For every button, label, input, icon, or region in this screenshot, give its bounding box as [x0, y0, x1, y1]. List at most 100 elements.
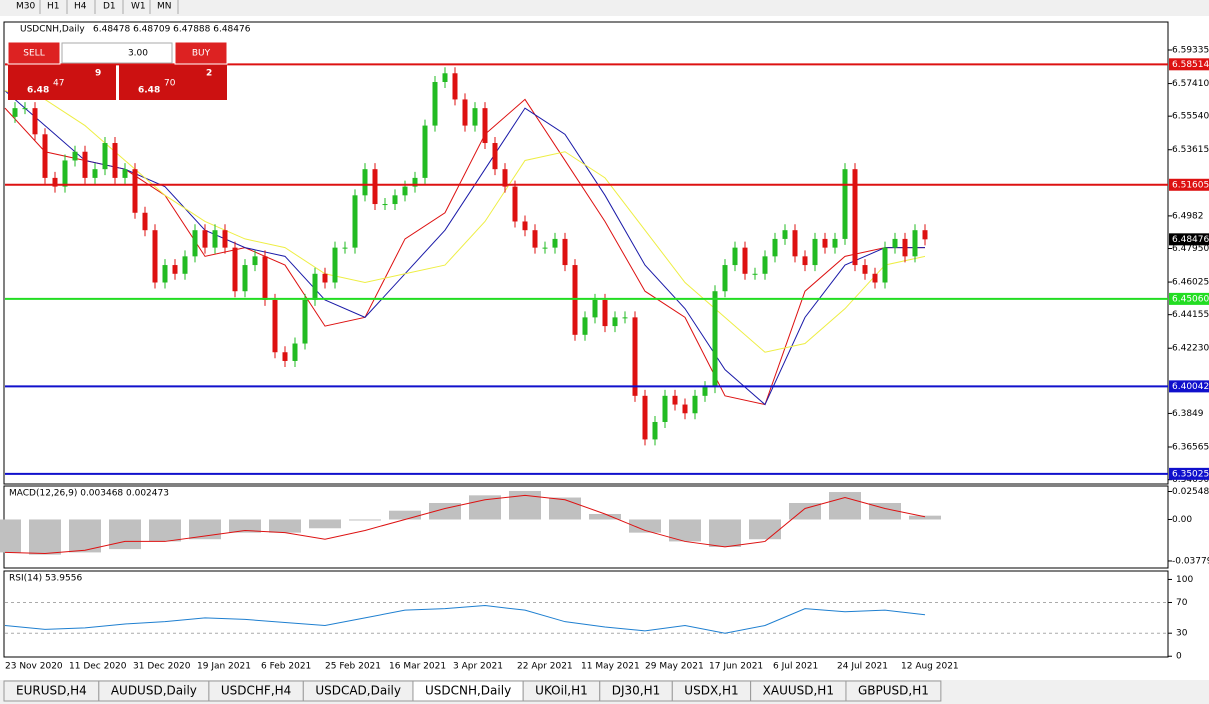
y-tick-label: 6.59335 — [1172, 46, 1209, 56]
candle — [742, 247, 748, 274]
ask-prefix: 6.48 — [138, 86, 160, 96]
macd-bar — [709, 519, 741, 547]
candle — [422, 125, 428, 178]
current-price-label: 6.48476 — [1172, 235, 1209, 245]
macd-bar — [69, 519, 101, 553]
macd-bar — [829, 492, 861, 520]
chart-tab-label[interactable]: DJ30,H1 — [612, 684, 661, 698]
rsi-title: RSI(14) 53.9556 — [9, 574, 82, 584]
y-tick-label: 6.4982 — [1172, 211, 1204, 221]
candle — [722, 265, 728, 292]
chart-tab-label[interactable]: UKOil,H1 — [535, 684, 588, 698]
level-price-label: 6.35025 — [1172, 469, 1209, 479]
candle — [702, 387, 708, 396]
y-tick-label: 6.55540 — [1172, 112, 1209, 122]
y-tick-label: 30 — [1176, 629, 1188, 639]
candle — [652, 421, 658, 440]
macd-bar — [869, 503, 901, 520]
ohlc: 6.48478 6.48709 6.47888 6.48476 — [93, 25, 251, 35]
x-tick-label: 6 Feb 2021 — [261, 662, 311, 672]
candle — [532, 230, 538, 248]
sell-label[interactable]: SELL — [23, 49, 44, 59]
chart-tab-label[interactable]: USDCHF,H4 — [221, 684, 291, 698]
candle — [42, 134, 48, 178]
y-tick-label: -0.037797 — [1172, 556, 1209, 566]
macd-bar — [389, 510, 421, 520]
candle — [892, 238, 898, 248]
macd-bar — [309, 519, 341, 529]
timeframe-button[interactable]: M30 — [16, 2, 35, 12]
candle — [842, 169, 848, 239]
toolbar — [0, 0, 1209, 16]
candle — [272, 299, 278, 353]
candle — [602, 299, 608, 327]
candle — [662, 395, 668, 422]
chart-tab-label[interactable]: USDX,H1 — [684, 684, 738, 698]
candle — [332, 247, 338, 283]
macd-bar — [669, 519, 701, 542]
candle — [732, 247, 738, 266]
candle — [222, 230, 228, 248]
sell-button[interactable] — [7, 41, 61, 65]
candle — [562, 238, 568, 266]
y-tick-label: 0.025485 — [1172, 487, 1209, 497]
bid-box[interactable] — [8, 65, 116, 100]
chart-tab-label[interactable]: USDCAD,Daily — [315, 684, 401, 698]
lot-value[interactable]: 3.00 — [128, 49, 148, 59]
candle — [72, 151, 78, 161]
ask-sup: 2 — [206, 69, 212, 79]
chart-tab-label[interactable]: GBPUSD,H1 — [858, 684, 929, 698]
candle — [582, 317, 588, 335]
candle — [282, 352, 288, 361]
current-price-box — [1169, 233, 1209, 246]
candle — [612, 317, 618, 327]
candle — [572, 265, 578, 335]
candle — [672, 395, 678, 405]
candle — [492, 143, 498, 170]
macd-bar — [149, 519, 181, 542]
timeframe-button[interactable]: W1 — [131, 2, 146, 12]
candle — [502, 169, 508, 187]
buy-button[interactable] — [174, 41, 228, 65]
bid-prefix: 6.48 — [27, 86, 49, 96]
bid-big: 47 — [53, 79, 64, 89]
candle — [322, 273, 328, 283]
candle — [342, 247, 348, 249]
chart-tab[interactable] — [845, 680, 942, 702]
y-tick-label: 70 — [1176, 598, 1188, 608]
candle — [912, 230, 918, 257]
lot-input[interactable] — [61, 42, 173, 64]
chart-tab-label[interactable]: AUDUSD,Daily — [111, 684, 197, 698]
buy-label[interactable]: BUY — [192, 49, 211, 59]
candle — [792, 230, 798, 257]
candle — [232, 247, 238, 292]
candle — [172, 265, 178, 274]
candle — [202, 230, 208, 248]
x-tick-label: 19 Jan 2021 — [197, 662, 251, 672]
level-price-label: 6.45060 — [1172, 294, 1209, 304]
candle — [772, 238, 778, 257]
level-price-label: 6.51605 — [1172, 180, 1209, 190]
timeframe-button[interactable]: D1 — [103, 2, 116, 12]
candle — [632, 317, 638, 396]
timeframe-button[interactable]: MN — [157, 2, 172, 12]
candle — [922, 230, 928, 240]
level-price-label: 6.40042 — [1172, 382, 1209, 392]
y-tick-label: 6.3849 — [1172, 409, 1204, 419]
candle — [102, 143, 108, 170]
ask-box[interactable] — [119, 65, 227, 100]
x-tick-label: 29 May 2021 — [645, 662, 704, 672]
timeframe-button[interactable]: H4 — [74, 2, 87, 12]
candle — [252, 256, 258, 266]
macd-bar — [109, 519, 141, 550]
x-tick-label: 22 Apr 2021 — [517, 662, 573, 672]
candle — [752, 273, 758, 275]
bid-sup: 9 — [95, 69, 101, 79]
chart-tab-label[interactable]: USDCNH,Daily — [425, 684, 511, 698]
chart-tab-label[interactable]: XAUUSD,H1 — [763, 684, 834, 698]
candle — [162, 265, 168, 283]
timeframe-button[interactable]: H1 — [47, 2, 60, 12]
candle — [522, 221, 528, 231]
y-tick-label: 6.46025 — [1172, 278, 1209, 288]
chart-tab-label[interactable]: EURUSD,H4 — [16, 684, 87, 698]
